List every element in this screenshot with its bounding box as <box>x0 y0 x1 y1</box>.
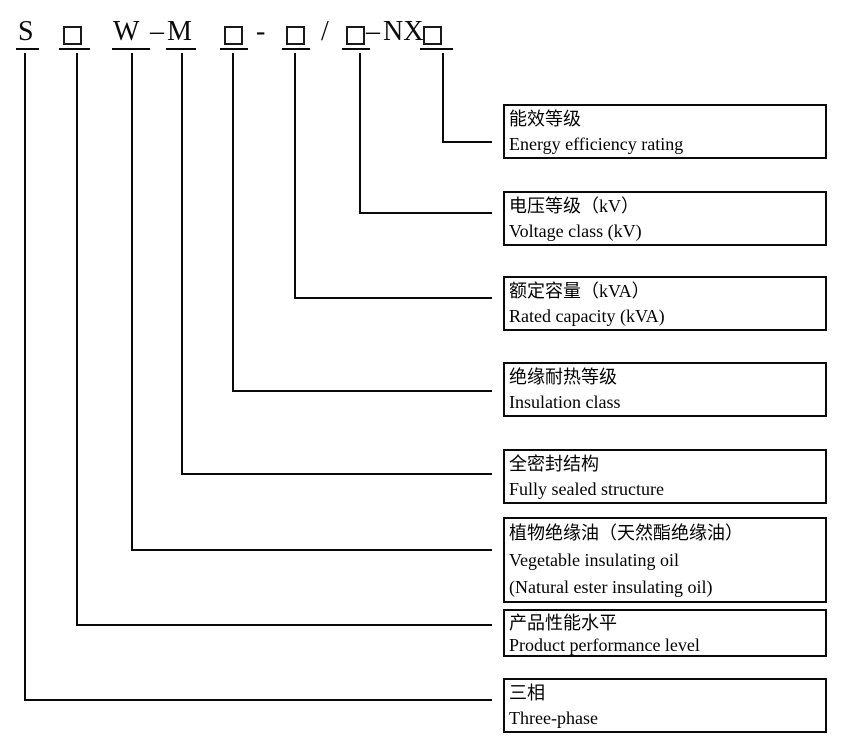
label-en: Voltage class (kV) <box>509 221 642 241</box>
connector-insulation-vertical <box>232 53 234 392</box>
connector-performance-horizontal <box>76 624 492 626</box>
legend-box-product-performance: 产品性能水平 Product performance level <box>503 609 827 657</box>
label-zh: 额定容量（kVA） <box>509 281 650 301</box>
label-zh: 全密封结构 <box>509 454 599 474</box>
label-zh: 绝缘耐热等级 <box>509 367 617 387</box>
connector-insulation-horizontal <box>232 390 492 392</box>
connector-s-horizontal <box>24 699 492 701</box>
label-zh: 能效等级 <box>509 109 581 129</box>
connector-efficiency-horizontal <box>442 141 492 143</box>
code-dash-nx: – <box>366 16 380 47</box>
legend-box-energy-efficiency: 能效等级 Energy efficiency rating <box>503 104 827 159</box>
legend-box-rated-capacity: 额定容量（kVA） Rated capacity (kVA) <box>503 276 827 331</box>
code-underline <box>166 48 196 50</box>
placeholder-box-icon <box>63 26 82 45</box>
label-zh: 产品性能水平 <box>509 613 617 633</box>
code-underline <box>420 48 453 50</box>
code-underline <box>342 48 370 50</box>
label-en: Product performance level <box>509 635 700 655</box>
label-zh: 三相 <box>509 683 545 703</box>
label-en2: (Natural ester insulating oil) <box>509 577 713 597</box>
connector-voltage-vertical <box>359 53 361 214</box>
connector-voltage-horizontal <box>359 212 492 214</box>
code-slash: / <box>321 16 329 47</box>
code-underline <box>220 48 248 50</box>
legend-box-vegetable-oil: 植物绝缘油（天然酯绝缘油） Vegetable insulating oil (… <box>503 517 827 603</box>
legend-box-fully-sealed: 全密封结构 Fully sealed structure <box>503 449 827 504</box>
label-en: Fully sealed structure <box>509 479 664 499</box>
placeholder-box-icon <box>346 26 365 45</box>
connector-sealed-horizontal <box>181 473 492 475</box>
connector-capacity-vertical <box>294 53 296 299</box>
code-underline <box>16 48 39 50</box>
code-hyphen: - <box>256 16 266 47</box>
code-letter-w: W <box>113 16 140 47</box>
legend-box-insulation-class: 绝缘耐热等级 Insulation class <box>503 362 827 417</box>
code-underline <box>112 48 150 50</box>
code-underline <box>59 48 90 50</box>
connector-sealed-vertical <box>181 53 183 475</box>
placeholder-box-icon <box>286 26 305 45</box>
label-en: Vegetable insulating oil <box>509 550 679 570</box>
label-en: Rated capacity (kVA) <box>509 306 665 326</box>
connector-capacity-horizontal <box>294 297 492 299</box>
legend-box-three-phase: 三相 Three-phase <box>503 678 827 733</box>
code-letter-m: M <box>167 16 192 47</box>
placeholder-box-icon <box>224 26 243 45</box>
connector-efficiency-vertical <box>442 53 444 143</box>
label-en: Three-phase <box>509 708 598 728</box>
label-en: Energy efficiency rating <box>509 134 684 154</box>
placeholder-box-icon <box>423 26 442 45</box>
connector-oil-vertical <box>131 53 133 551</box>
legend-box-voltage-class: 电压等级（kV） Voltage class (kV) <box>503 191 827 246</box>
code-dash-wm: – <box>150 16 164 47</box>
label-en: Insulation class <box>509 392 621 412</box>
label-zh: 电压等级（kV） <box>509 196 639 216</box>
code-underline <box>282 48 310 50</box>
connector-oil-horizontal <box>131 549 492 551</box>
connector-performance-vertical <box>76 53 78 626</box>
code-letters-nx: NX <box>383 16 424 47</box>
label-zh: 植物绝缘油（天然酯绝缘油） <box>509 523 743 543</box>
connector-s-vertical <box>24 53 26 701</box>
code-letter-s: S <box>18 16 34 47</box>
